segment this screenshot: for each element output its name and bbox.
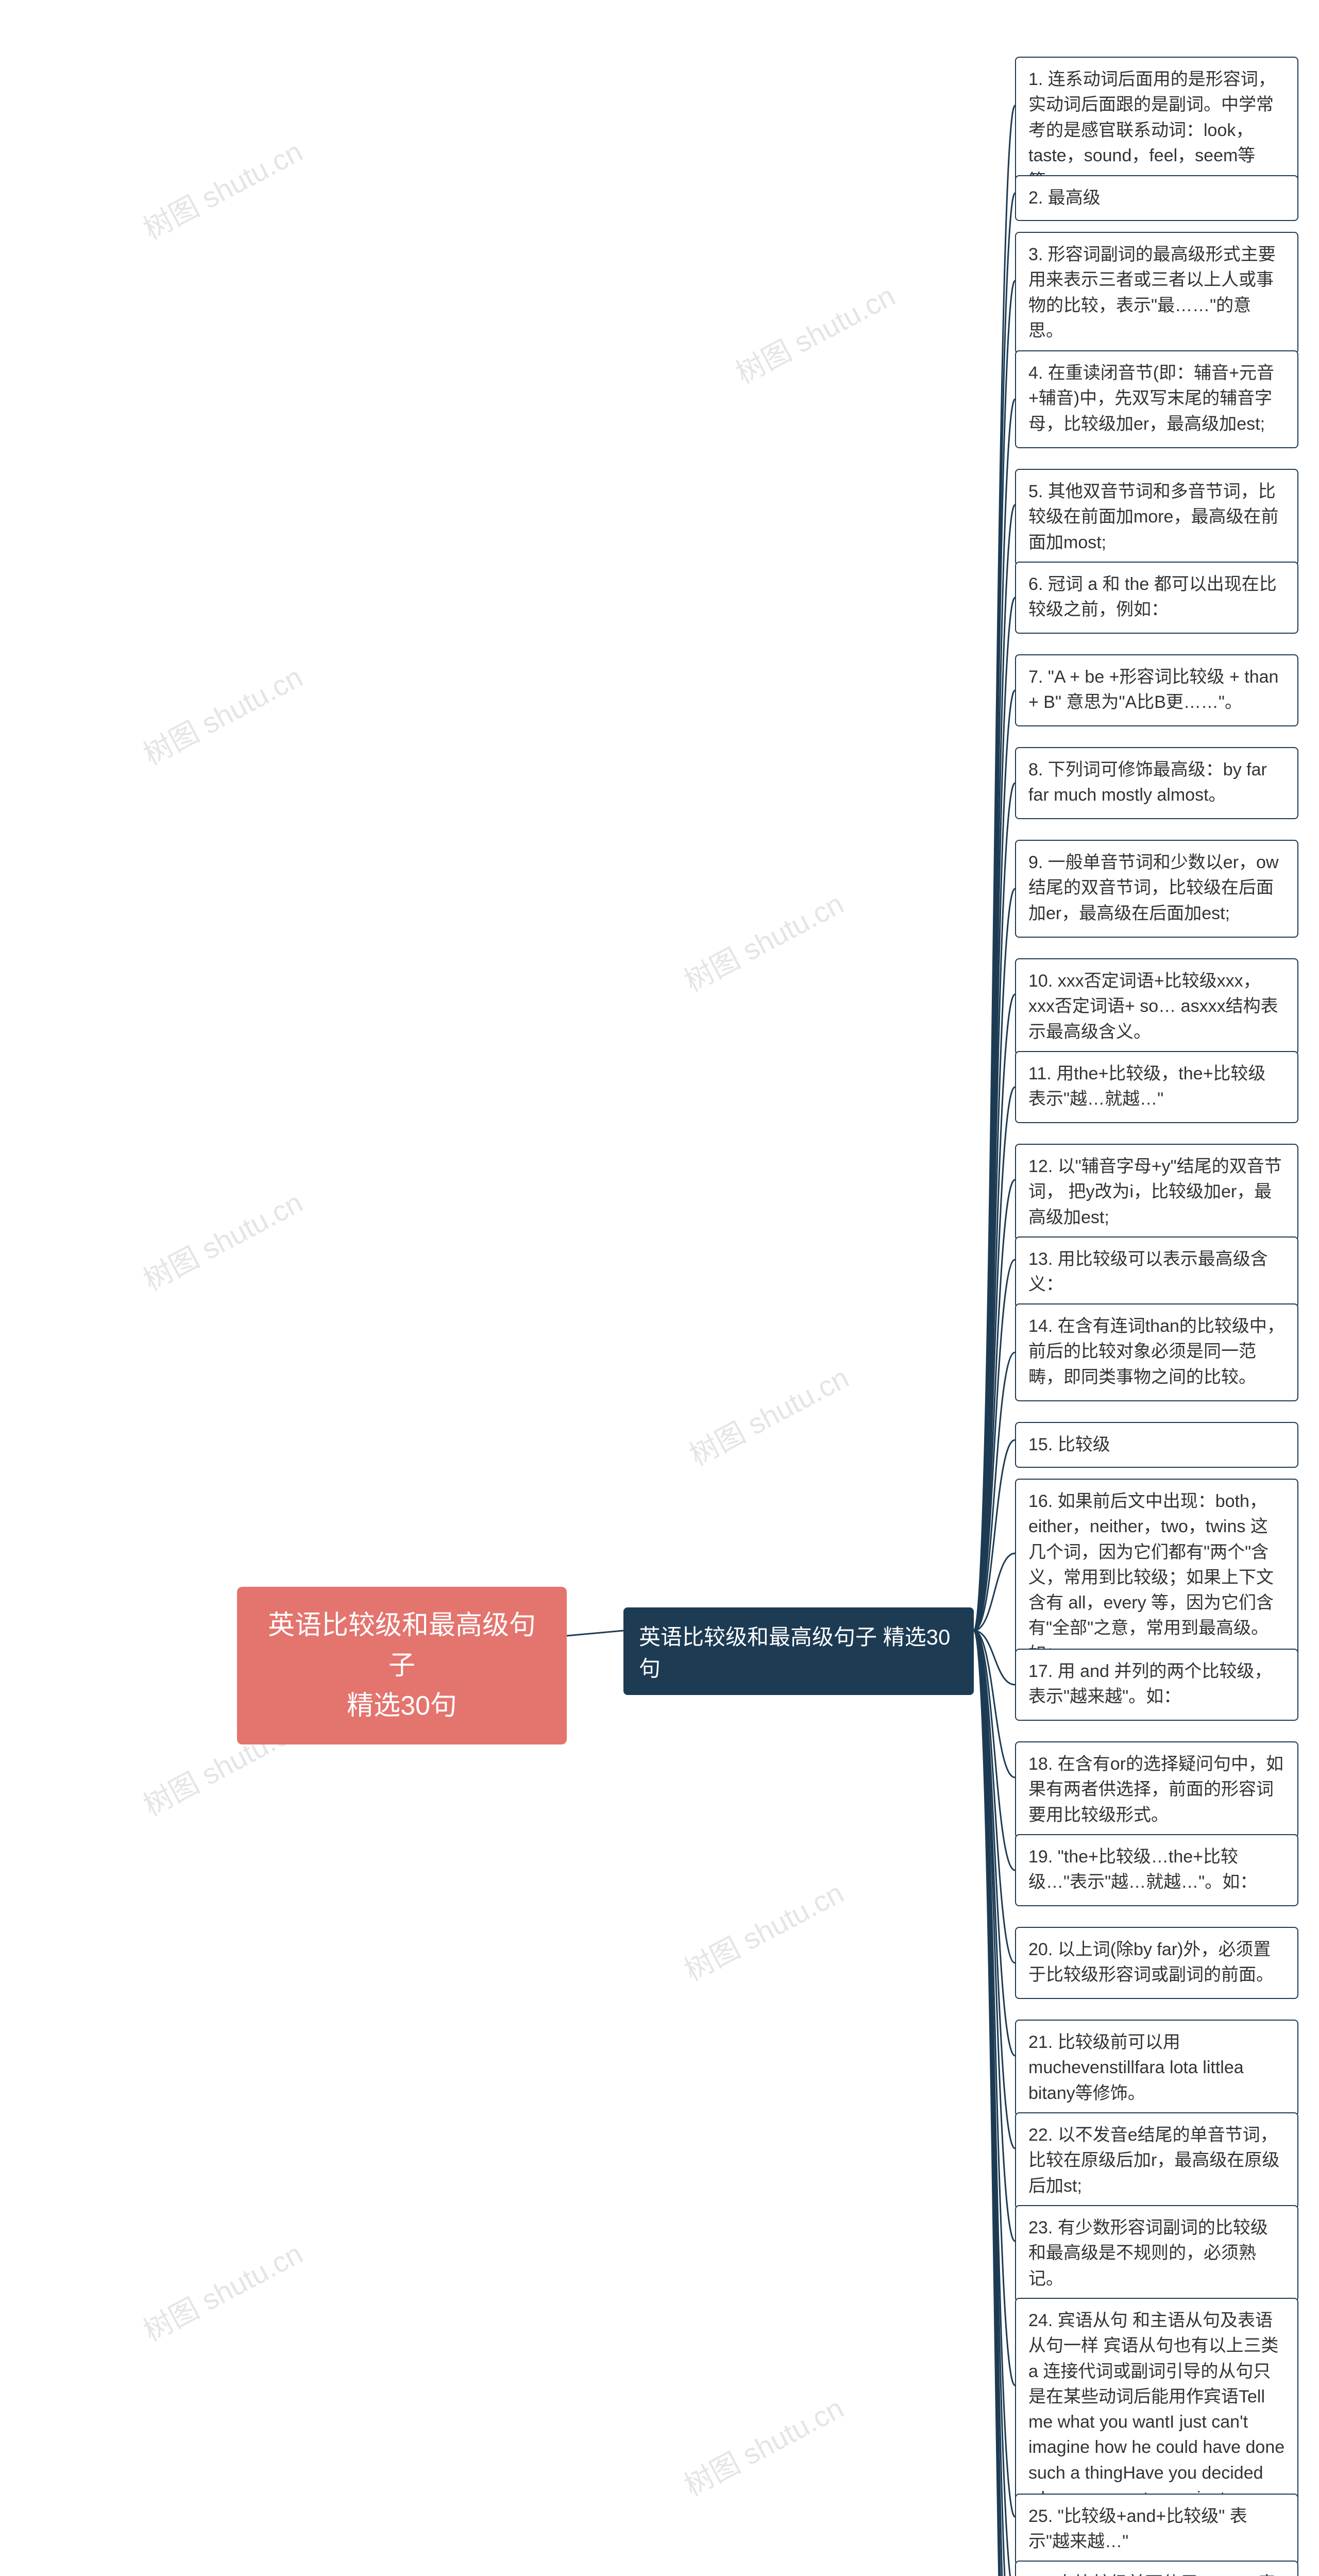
branch-node: 英语比较级和最高级句子 精选30句 (623, 1607, 974, 1695)
leaf-node-9: 9. 一般单音节词和少数以er，ow结尾的双音节词，比较级在后面加er，最高级在… (1015, 840, 1298, 938)
watermark: 树图 shutu.cn (135, 1180, 309, 1299)
leaf-node-22: 22. 以不发音e结尾的单音节词，比较在原级后加r，最高级在原级后加st; (1015, 2112, 1298, 2209)
watermark: 树图 shutu.cn (135, 129, 309, 248)
leaf-node-16: 16. 如果前后文中出现：both，either，neither，two，twi… (1015, 1479, 1298, 1677)
leaf-node-3: 3. 形容词副词的最高级形式主要用来表示三者或三者以上人或事物的比较，表示"最…… (1015, 232, 1298, 354)
leaf-node-12: 12. 以"辅音字母+y"结尾的双音节词， 把y改为i，比较级加er，最高级加e… (1015, 1144, 1298, 1241)
watermark: 树图 shutu.cn (135, 2231, 309, 2350)
leaf-node-19: 19. "the+比较级…the+比较级…"表示"越…就越…"。如： (1015, 1834, 1298, 1906)
leaf-node-8: 8. 下列词可修饰最高级：by far far much mostly almo… (1015, 747, 1298, 819)
branch-label: 英语比较级和最高级句子 精选30句 (639, 1625, 950, 1681)
leaf-node-13: 13. 用比较级可以表示最高级含义： (1015, 1236, 1298, 1308)
root-label: 英语比较级和最高级句子精选30句 (268, 1611, 536, 1721)
leaf-node-15: 15. 比较级 (1015, 1422, 1298, 1468)
watermark: 树图 shutu.cn (676, 1870, 850, 1989)
leaf-node-26: 26. 在比较级前面使用much，表示程度程度"强得多"。 (1015, 2561, 1298, 2576)
watermark: 树图 shutu.cn (681, 1355, 855, 1474)
watermark: 树图 shutu.cn (676, 2385, 850, 2504)
leaf-node-7: 7. "A + be +形容词比较级 + than + B" 意思为"A比B更…… (1015, 654, 1298, 726)
watermark: 树图 shutu.cn (135, 654, 309, 773)
root-node: 英语比较级和最高级句子精选30句 (237, 1587, 567, 1744)
leaf-node-17: 17. 用 and 并列的两个比较级，表示"越来越"。如： (1015, 1649, 1298, 1721)
leaf-node-2: 2. 最高级 (1015, 175, 1298, 221)
leaf-node-21: 21. 比较级前可以用muchevenstillfara lota little… (1015, 2020, 1298, 2116)
leaf-node-18: 18. 在含有or的选择疑问句中，如果有两者供选择，前面的形容词要用比较级形式。 (1015, 1741, 1298, 1838)
leaf-node-11: 11. 用the+比较级，the+比较级 表示"越…就越…" (1015, 1051, 1298, 1123)
leaf-node-4: 4. 在重读闭音节(即：辅音+元音+辅音)中，先双写末尾的辅音字母，比较级加er… (1015, 350, 1298, 448)
leaf-node-20: 20. 以上词(除by far)外，必须置于比较级形容词或副词的前面。 (1015, 1927, 1298, 1999)
watermark: 树图 shutu.cn (676, 881, 850, 1000)
leaf-node-6: 6. 冠词 a 和 the 都可以出现在比较级之前，例如： (1015, 562, 1298, 634)
watermark: 树图 shutu.cn (728, 273, 902, 392)
leaf-node-25: 25. "比较级+and+比较级" 表示"越来越…" (1015, 2494, 1298, 2565)
leaf-node-10: 10. xxx否定词语+比较级xxx，xxx否定词语+ so… asxxx结构表… (1015, 958, 1298, 1055)
leaf-node-5: 5. 其他双音节词和多音节词，比较级在前面加more，最高级在前面加most; (1015, 469, 1298, 566)
leaf-node-23: 23. 有少数形容词副词的比较级和最高级是不规则的，必须熟记。 (1015, 2205, 1298, 2302)
leaf-node-14: 14. 在含有连词than的比较级中，前后的比较对象必须是同一范畴，即同类事物之… (1015, 1303, 1298, 1401)
